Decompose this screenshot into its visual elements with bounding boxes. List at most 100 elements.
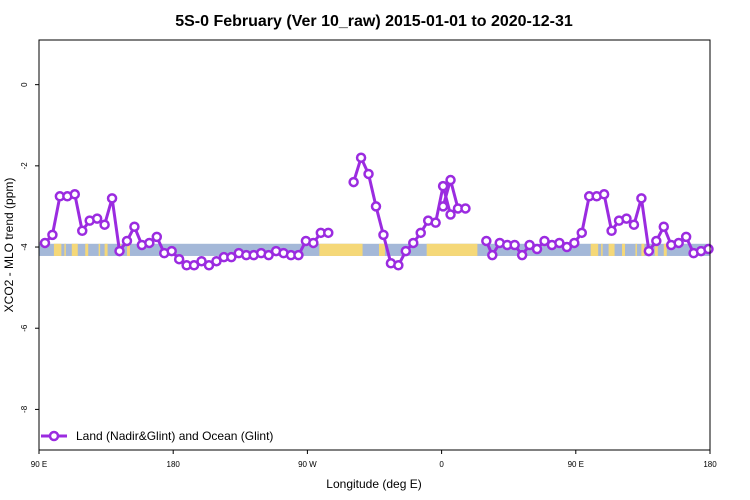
data-point bbox=[39, 237, 51, 249]
data-point bbox=[263, 249, 274, 261]
x-tick-label: 90 E bbox=[568, 460, 584, 469]
x-tick-label: 90 W bbox=[298, 460, 317, 469]
data-point bbox=[363, 168, 374, 180]
data-point bbox=[606, 225, 617, 237]
data-point bbox=[47, 229, 58, 241]
data-point bbox=[144, 237, 155, 249]
data-point bbox=[524, 239, 535, 251]
data-point bbox=[121, 235, 133, 247]
x-tick-label: 0 bbox=[439, 460, 444, 469]
x-tick-label: 180 bbox=[167, 460, 181, 469]
data-point bbox=[415, 227, 426, 239]
data-point bbox=[673, 237, 684, 249]
land-band-segment bbox=[622, 243, 626, 256]
data-point bbox=[509, 239, 520, 251]
data-point bbox=[348, 176, 359, 188]
data-point bbox=[151, 231, 163, 243]
data-point bbox=[621, 213, 632, 224]
data-point bbox=[445, 209, 456, 220]
x-tick-label: 90 E bbox=[31, 460, 47, 469]
data-point bbox=[69, 189, 81, 200]
data-point bbox=[293, 249, 304, 261]
data-point bbox=[393, 260, 404, 271]
land-band-segment bbox=[654, 243, 658, 256]
data-point bbox=[658, 221, 670, 232]
land-band-segment bbox=[641, 243, 645, 256]
data-point bbox=[680, 231, 692, 243]
legend-label: Land (Nadir&Glint) and Ocean (Glint) bbox=[76, 429, 273, 443]
data-point bbox=[539, 235, 550, 247]
data-point bbox=[437, 201, 449, 212]
data-point bbox=[173, 253, 185, 265]
data-point bbox=[196, 255, 207, 267]
data-point bbox=[598, 189, 610, 200]
land-band-segment bbox=[635, 243, 637, 256]
land-band-segment bbox=[85, 243, 89, 256]
data-point bbox=[76, 225, 88, 237]
data-point bbox=[487, 249, 498, 261]
legend-point-marker bbox=[48, 430, 60, 442]
plot-frame bbox=[38, 39, 711, 451]
legend: Land (Nadir&Glint) and Ocean (Glint) bbox=[41, 429, 273, 443]
land-band-segment bbox=[64, 243, 66, 256]
land-band-segment bbox=[378, 243, 385, 256]
data-point bbox=[430, 217, 441, 228]
x-tick-label: 180 bbox=[703, 460, 717, 469]
data-point bbox=[636, 193, 647, 204]
data-point bbox=[576, 227, 588, 239]
data-point bbox=[628, 219, 640, 230]
land-band-segment bbox=[71, 243, 78, 256]
data-point bbox=[460, 203, 471, 214]
ocean-band bbox=[39, 243, 710, 256]
land-band-segment bbox=[608, 243, 615, 256]
surface-band bbox=[39, 243, 710, 256]
data-point bbox=[188, 260, 200, 271]
data-point bbox=[703, 243, 714, 255]
data-point bbox=[106, 193, 118, 204]
land-band-segment bbox=[590, 243, 599, 256]
data-point bbox=[643, 245, 655, 257]
data-point bbox=[400, 245, 412, 257]
data-point bbox=[531, 243, 543, 255]
data-point bbox=[651, 235, 662, 247]
land-band-segment bbox=[663, 243, 667, 256]
y-tick-label: -4 bbox=[20, 243, 29, 251]
data-point bbox=[569, 237, 580, 249]
data-point bbox=[481, 235, 492, 247]
x-axis: 90 E 180 90 W 0 90 E 180 bbox=[31, 450, 717, 469]
data-point bbox=[308, 237, 319, 249]
data-point bbox=[437, 180, 449, 192]
data-point bbox=[211, 255, 222, 267]
data-point bbox=[561, 241, 573, 253]
data-point bbox=[203, 260, 215, 271]
land-band-segment bbox=[126, 243, 130, 256]
data-point bbox=[554, 237, 565, 249]
data-point bbox=[516, 249, 528, 261]
data-point bbox=[91, 213, 103, 224]
data-point bbox=[370, 201, 382, 212]
chart-title: 5S-0 February (Ver 10_raw) 2015-01-01 to… bbox=[175, 13, 573, 30]
y-tick-label: -6 bbox=[20, 324, 29, 332]
x-axis-label: Longitude (deg E) bbox=[326, 477, 421, 491]
y-axis-label: XCO2 - MLO trend (ppm) bbox=[2, 178, 16, 313]
data-point bbox=[408, 237, 419, 249]
data-series bbox=[39, 152, 714, 271]
y-tick-label: -2 bbox=[20, 162, 29, 170]
data-point bbox=[129, 221, 140, 232]
data-point bbox=[226, 251, 237, 263]
data-point bbox=[114, 245, 125, 257]
data-point bbox=[166, 245, 177, 257]
data-point bbox=[378, 229, 389, 241]
y-tick-label: 0 bbox=[20, 82, 29, 87]
data-point bbox=[355, 152, 367, 163]
y-axis: 0 -2 -4 -6 -8 bbox=[20, 82, 39, 413]
land-band-segment bbox=[426, 243, 478, 256]
land-band-segment bbox=[98, 243, 101, 256]
land-band-segment bbox=[319, 243, 363, 256]
data-point bbox=[99, 219, 110, 230]
data-point bbox=[445, 174, 456, 186]
land-band-segment bbox=[104, 243, 108, 256]
land-band-segment bbox=[53, 243, 62, 256]
y-tick-label: -8 bbox=[20, 405, 29, 413]
